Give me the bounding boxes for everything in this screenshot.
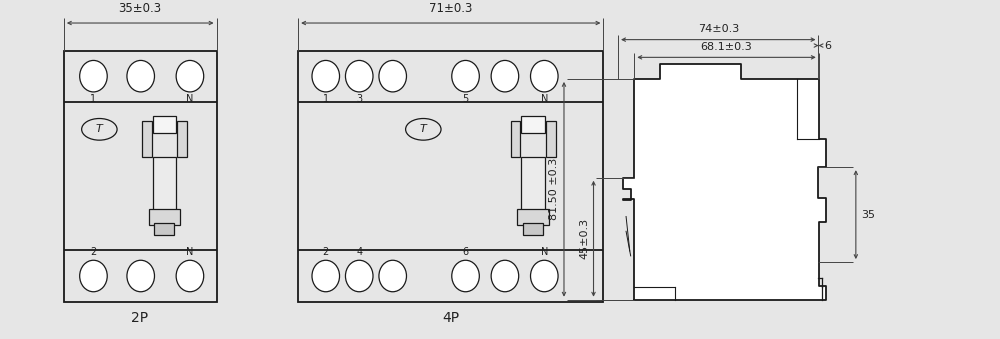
Ellipse shape xyxy=(452,260,479,292)
Bar xyxy=(149,209,180,225)
Bar xyxy=(142,121,152,157)
Ellipse shape xyxy=(176,260,204,292)
Text: 1: 1 xyxy=(90,94,97,104)
Text: 81.50 ±0.3: 81.50 ±0.3 xyxy=(549,158,559,220)
Ellipse shape xyxy=(80,260,107,292)
Text: 4: 4 xyxy=(356,247,362,257)
Text: T: T xyxy=(96,124,103,134)
Text: 2P: 2P xyxy=(131,312,148,325)
Text: 1: 1 xyxy=(323,94,329,104)
Bar xyxy=(64,51,217,302)
Ellipse shape xyxy=(176,60,204,92)
Text: 6: 6 xyxy=(462,247,469,257)
Bar xyxy=(177,121,187,157)
Bar xyxy=(153,157,176,211)
Text: 3: 3 xyxy=(356,94,362,104)
Bar xyxy=(153,116,176,133)
Ellipse shape xyxy=(531,260,558,292)
Text: 2: 2 xyxy=(323,247,329,257)
Text: 4P: 4P xyxy=(442,312,459,325)
Bar xyxy=(523,223,543,235)
Polygon shape xyxy=(623,63,826,300)
Bar xyxy=(546,121,556,157)
Ellipse shape xyxy=(312,260,340,292)
Text: 35: 35 xyxy=(861,210,875,220)
Ellipse shape xyxy=(127,260,154,292)
Ellipse shape xyxy=(379,260,406,292)
Ellipse shape xyxy=(82,119,117,140)
Text: 74±0.3: 74±0.3 xyxy=(698,24,739,34)
Ellipse shape xyxy=(491,60,519,92)
Ellipse shape xyxy=(80,60,107,92)
Text: N: N xyxy=(186,247,194,257)
Bar xyxy=(298,51,603,302)
Ellipse shape xyxy=(345,60,373,92)
Text: 71±0.3: 71±0.3 xyxy=(429,2,472,15)
Text: 6: 6 xyxy=(824,41,831,51)
Ellipse shape xyxy=(406,119,441,140)
Ellipse shape xyxy=(345,260,373,292)
Text: T: T xyxy=(420,124,427,134)
Text: 35±0.3: 35±0.3 xyxy=(118,2,161,15)
Ellipse shape xyxy=(379,60,406,92)
Bar xyxy=(521,116,545,133)
Bar xyxy=(521,157,545,211)
Text: 5: 5 xyxy=(462,94,469,104)
Ellipse shape xyxy=(491,260,519,292)
Ellipse shape xyxy=(127,60,154,92)
Ellipse shape xyxy=(452,60,479,92)
Ellipse shape xyxy=(531,60,558,92)
Ellipse shape xyxy=(312,60,340,92)
Text: N: N xyxy=(541,94,548,104)
Bar xyxy=(517,209,549,225)
Text: N: N xyxy=(186,94,194,104)
Text: N: N xyxy=(541,247,548,257)
Text: 2: 2 xyxy=(90,247,97,257)
Bar xyxy=(511,121,520,157)
Text: 68.1±0.3: 68.1±0.3 xyxy=(701,42,752,53)
Text: 45±0.3: 45±0.3 xyxy=(580,218,590,259)
Bar xyxy=(154,223,174,235)
